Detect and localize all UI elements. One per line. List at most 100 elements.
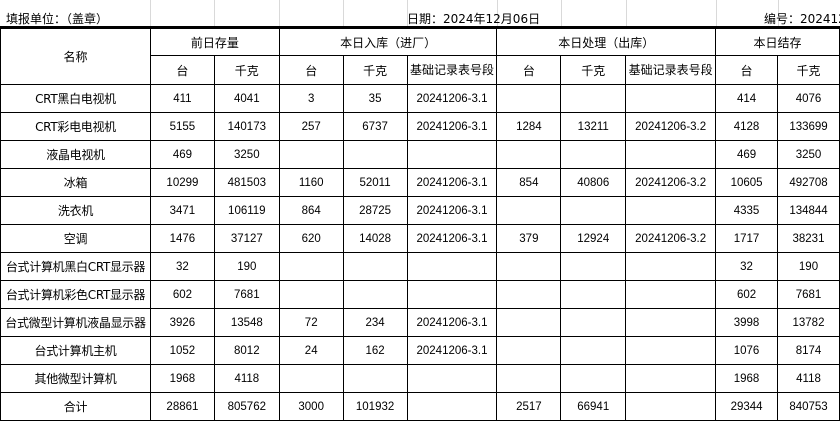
cell-close-units[interactable]: 10605 — [715, 168, 778, 197]
cell-close-units[interactable]: 469 — [715, 140, 778, 169]
cell-out-record[interactable] — [625, 140, 717, 169]
cell-prev-units[interactable]: 1968 — [149, 364, 215, 393]
cell-in-kg[interactable]: 162 — [342, 336, 408, 365]
cell-out-kg[interactable] — [560, 140, 627, 169]
cell-out-units[interactable]: 1284 — [496, 112, 562, 141]
header-name[interactable]: 名称 — [0, 28, 151, 85]
cell-in-kg[interactable]: 52011 — [342, 168, 408, 197]
cell-out-record[interactable]: 20241206-3.2 — [625, 224, 717, 253]
cell-prev-kg[interactable]: 4041 — [213, 84, 280, 113]
cell-name[interactable]: 其他微型计算机 — [0, 364, 151, 393]
cell-prev-units[interactable]: 1476 — [149, 224, 215, 253]
cell-out-units[interactable] — [496, 308, 562, 337]
cell-in-kg[interactable]: 35 — [342, 84, 408, 113]
header-in-kg[interactable]: 千克 — [342, 55, 408, 85]
cell-prev-units[interactable]: 411 — [149, 84, 215, 113]
header-close-units[interactable]: 台 — [715, 55, 778, 85]
cell-name[interactable]: 冰箱 — [0, 168, 151, 197]
cell-close-kg[interactable]: 4076 — [777, 84, 840, 113]
cell-close-units[interactable]: 32 — [715, 252, 778, 281]
cell-in-units[interactable]: 3 — [278, 84, 344, 113]
cell-prev-kg[interactable]: 140173 — [213, 112, 280, 141]
cell-close-units[interactable]: 4335 — [715, 196, 778, 225]
cell-out-kg[interactable]: 13211 — [560, 112, 627, 141]
cell-close-kg[interactable]: 492708 — [777, 168, 840, 197]
cell-out-kg[interactable] — [560, 84, 627, 113]
cell-close-kg[interactable]: 3250 — [777, 140, 840, 169]
cell-in-units[interactable]: 1160 — [278, 168, 344, 197]
cell-out-record[interactable] — [625, 252, 717, 281]
cell-in-record[interactable]: 20241206-3.1 — [406, 224, 498, 253]
cell-out-kg[interactable] — [560, 336, 627, 365]
cell-in-record[interactable] — [406, 392, 498, 421]
cell-prev-units[interactable]: 32 — [149, 252, 215, 281]
cell-close-units[interactable]: 3998 — [715, 308, 778, 337]
cell-name[interactable]: 液晶电视机 — [0, 140, 151, 169]
cell-in-kg[interactable]: 6737 — [342, 112, 408, 141]
cell-out-record[interactable] — [625, 84, 717, 113]
cell-out-kg[interactable] — [560, 280, 627, 309]
cell-prev-kg[interactable]: 8012 — [213, 336, 280, 365]
cell-name[interactable]: 空调 — [0, 224, 151, 253]
cell-in-units[interactable] — [278, 140, 344, 169]
cell-out-kg[interactable]: 66941 — [560, 392, 627, 421]
cell-prev-units[interactable]: 3926 — [149, 308, 215, 337]
cell-out-kg[interactable] — [560, 364, 627, 393]
cell-close-kg[interactable]: 38231 — [777, 224, 840, 253]
cell-close-kg[interactable]: 133699 — [777, 112, 840, 141]
cell-prev-kg[interactable]: 7681 — [213, 280, 280, 309]
cell-name[interactable]: 洗衣机 — [0, 196, 151, 225]
cell-prev-kg[interactable]: 3250 — [213, 140, 280, 169]
cell-close-units[interactable]: 414 — [715, 84, 778, 113]
cell-in-units[interactable]: 3000 — [278, 392, 344, 421]
cell-name[interactable]: 合计 — [0, 392, 151, 421]
cell-in-units[interactable] — [278, 280, 344, 309]
cell-in-record[interactable]: 20241206-3.1 — [406, 168, 498, 197]
header-processed[interactable]: 本日处理（出库） — [496, 28, 717, 56]
cell-in-units[interactable] — [278, 252, 344, 281]
cell-in-units[interactable]: 864 — [278, 196, 344, 225]
cell-in-units[interactable]: 620 — [278, 224, 344, 253]
cell-out-units[interactable] — [496, 280, 562, 309]
cell-prev-kg[interactable]: 190 — [213, 252, 280, 281]
cell-out-record[interactable]: 20241206-3.2 — [625, 112, 717, 141]
cell-in-kg[interactable]: 101932 — [342, 392, 408, 421]
cell-in-record[interactable] — [406, 252, 498, 281]
cell-close-kg[interactable]: 134844 — [777, 196, 840, 225]
cell-prev-kg[interactable]: 4118 — [213, 364, 280, 393]
header-out-units[interactable]: 台 — [496, 55, 562, 85]
cell-close-units[interactable]: 602 — [715, 280, 778, 309]
cell-prev-kg[interactable]: 13548 — [213, 308, 280, 337]
cell-out-record[interactable] — [625, 336, 717, 365]
cell-prev-units[interactable]: 3471 — [149, 196, 215, 225]
cell-prev-units[interactable]: 602 — [149, 280, 215, 309]
header-closing[interactable]: 本日结存 — [715, 28, 840, 56]
cell-out-kg[interactable] — [560, 308, 627, 337]
number-label[interactable]: 编号：2024120 — [764, 12, 840, 26]
cell-in-units[interactable]: 257 — [278, 112, 344, 141]
header-inbound[interactable]: 本日入库（进厂） — [278, 28, 498, 56]
cell-in-record[interactable]: 20241206-3.1 — [406, 112, 498, 141]
header-prev-units[interactable]: 台 — [149, 55, 215, 85]
cell-name[interactable]: 台式计算机主机 — [0, 336, 151, 365]
cell-out-units[interactable]: 854 — [496, 168, 562, 197]
cell-close-kg[interactable]: 190 — [777, 252, 840, 281]
date-label[interactable]: 日期：2024年12月06日 — [407, 12, 541, 26]
cell-in-record[interactable]: 20241206-3.1 — [406, 196, 498, 225]
cell-close-kg[interactable]: 840753 — [777, 392, 840, 421]
cell-out-units[interactable] — [496, 196, 562, 225]
cell-in-kg[interactable]: 28725 — [342, 196, 408, 225]
header-prev-kg[interactable]: 千克 — [213, 55, 280, 85]
cell-in-record[interactable] — [406, 140, 498, 169]
cell-name[interactable]: CRT彩电电视机 — [0, 112, 151, 141]
cell-out-record[interactable]: 20241206-3.2 — [625, 168, 717, 197]
cell-in-record[interactable] — [406, 364, 498, 393]
cell-in-record[interactable]: 20241206-3.1 — [406, 84, 498, 113]
cell-out-kg[interactable]: 12924 — [560, 224, 627, 253]
cell-in-units[interactable]: 72 — [278, 308, 344, 337]
header-out-record[interactable]: 基础记录表号段 — [625, 55, 717, 85]
cell-out-record[interactable] — [625, 280, 717, 309]
cell-prev-units[interactable]: 28861 — [149, 392, 215, 421]
cell-in-kg[interactable]: 14028 — [342, 224, 408, 253]
cell-in-record[interactable]: 20241206-3.1 — [406, 336, 498, 365]
